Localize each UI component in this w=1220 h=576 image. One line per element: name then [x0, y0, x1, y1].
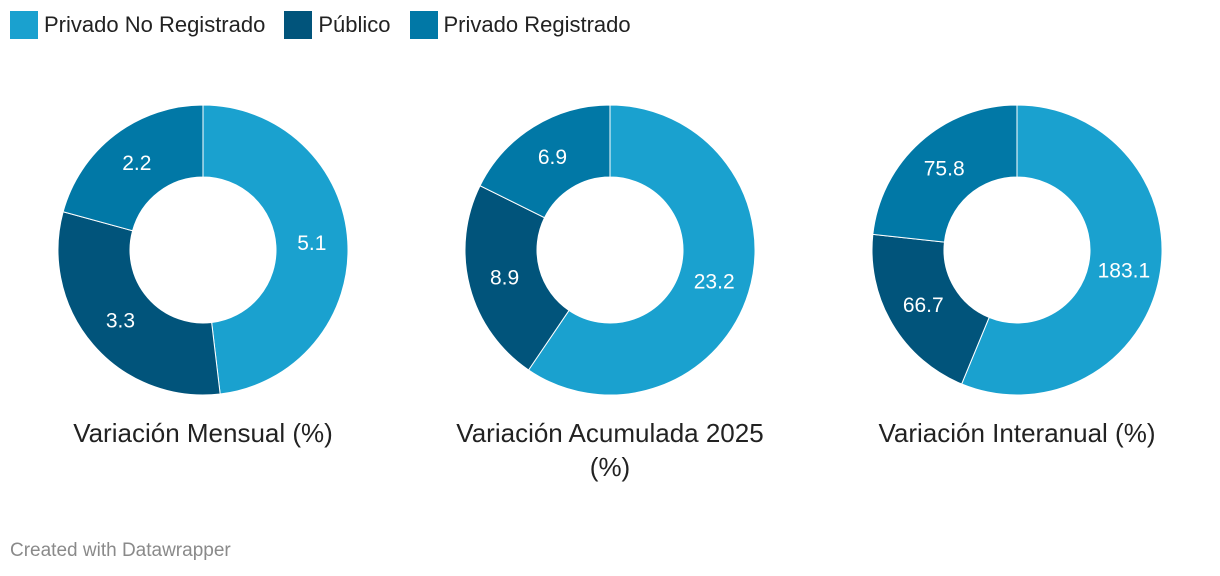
donut-slice	[57, 211, 221, 396]
donut-chart: 183.1 66.7 75.8 Variación Interanual (%)	[871, 104, 1163, 448]
legend-item-privado-no-registrado: Privado No Registrado	[10, 11, 265, 39]
chart-title: (%)	[590, 452, 630, 482]
slice-value-label: 8.9	[490, 266, 519, 289]
donut-slice	[871, 233, 990, 385]
chart-title: Variación Mensual (%)	[73, 418, 333, 448]
slice-value-label: 66.7	[903, 294, 944, 317]
legend-item-privado-registrado: Privado Registrado	[409, 11, 631, 39]
legend-label: Privado Registrado	[443, 12, 631, 37]
donut-slice	[202, 104, 349, 395]
legend-label: Privado No Registrado	[44, 12, 266, 37]
legend-swatch	[409, 11, 438, 39]
slice-value-label: 183.1	[1098, 260, 1151, 283]
chart-title: Variación Acumulada 2025	[456, 418, 763, 448]
legend: Privado No Registrado Público Privado Re…	[10, 11, 650, 39]
donut-slice	[960, 104, 1163, 396]
legend-swatch	[10, 11, 38, 39]
legend-item-publico: Público	[284, 11, 391, 39]
donut-slice	[62, 104, 204, 232]
footer-credit: Created with Datawrapper	[10, 540, 231, 561]
slice-value-label: 5.1	[297, 232, 326, 255]
slice-value-label: 3.3	[106, 310, 135, 333]
donut-chart: 23.2 8.9 6.9 Variación Acumulada 2025 (%)	[456, 104, 764, 482]
chart-title: Variación Interanual (%)	[879, 418, 1156, 448]
donut-slice	[479, 104, 611, 219]
slice-value-label: 2.2	[122, 152, 151, 175]
donut-slice	[527, 104, 756, 396]
slice-value-label: 75.8	[924, 157, 965, 180]
slice-value-label: 6.9	[538, 146, 567, 169]
donut-slice	[464, 185, 570, 371]
donut-slice	[872, 104, 1018, 243]
legend-label: Público	[318, 12, 391, 37]
slice-value-label: 23.2	[694, 271, 735, 294]
legend-swatch	[284, 11, 313, 39]
donut-chart: 5.1 3.3 2.2 Variación Mensual (%)	[57, 104, 349, 448]
